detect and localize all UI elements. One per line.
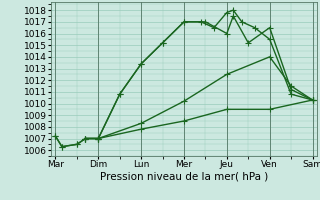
X-axis label: Pression niveau de la mer( hPa ): Pression niveau de la mer( hPa ) [100,172,268,182]
